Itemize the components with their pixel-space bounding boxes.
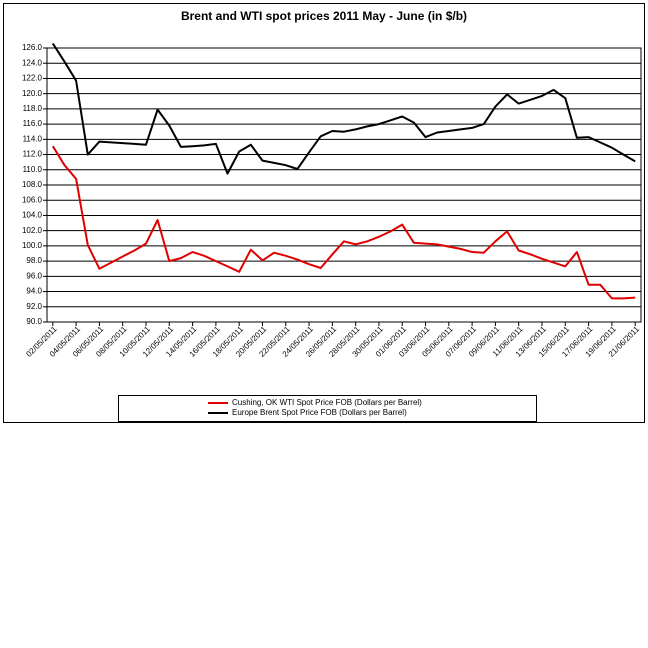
y-tick-label: 104.0 — [22, 211, 43, 220]
y-tick-label: 92.0 — [26, 302, 42, 311]
y-tick-label: 118.0 — [23, 104, 43, 113]
data-line — [51, 42, 636, 175]
y-tick-label: 116.0 — [23, 119, 43, 128]
y-tick-label: 112.0 — [23, 150, 43, 159]
legend-label: Europe Brent Spot Price FOB (Dollars per… — [232, 408, 407, 417]
y-tick-label: 94.0 — [26, 287, 42, 296]
y-tick-label: 106.0 — [22, 195, 43, 204]
y-tick-label: 126.0 — [22, 43, 43, 52]
y-tick-label: 120.0 — [22, 89, 43, 98]
data-line — [51, 145, 636, 300]
y-tick-label: 122.0 — [22, 74, 43, 83]
y-tick-label: 96.0 — [26, 271, 42, 280]
y-tick-label: 124.0 — [22, 58, 43, 67]
y-tick-label: 110.0 — [23, 165, 43, 174]
y-tick-label: 102.0 — [22, 226, 43, 235]
legend-box — [118, 395, 537, 422]
y-tick-label: 98.0 — [26, 256, 42, 265]
legend: Cushing, OK WTI Spot Price FOB (Dollars … — [118, 395, 537, 422]
chart-title: Brent and WTI spot prices 2011 May - Jun… — [181, 9, 467, 23]
y-tick-label: 114.0 — [23, 134, 43, 143]
y-tick-label: 108.0 — [22, 180, 43, 189]
y-tick-label: 90.0 — [26, 317, 42, 326]
y-tick-label: 100.0 — [22, 241, 43, 250]
legend-label: Cushing, OK WTI Spot Price FOB (Dollars … — [232, 398, 422, 407]
